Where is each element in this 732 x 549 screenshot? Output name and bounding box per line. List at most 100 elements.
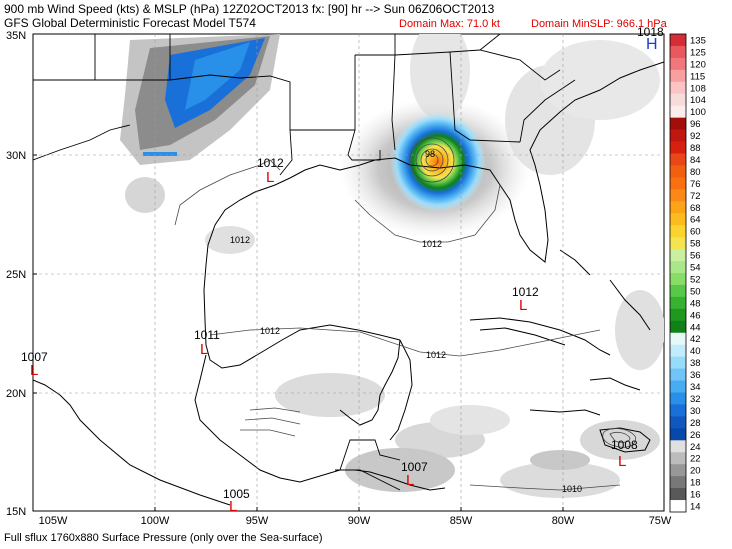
colorbar-label: 32 [690,394,701,405]
colorbar-label: 58 [690,239,701,250]
latitude-labels: 35N 30N 25N 20N 15N [6,30,26,518]
pressure-value: 1012 [257,156,284,170]
colorbar-label: 96 [690,119,701,130]
colorbar-swatch [670,308,686,322]
colorbar-swatch [670,213,686,226]
lon-label: 105W [39,515,68,527]
colorbar-label: 14 [690,502,701,513]
pressure-value: 1007 [401,460,428,474]
map-title-line1: 900 mb Wind Speed (kts) & MSLP (hPa) 12Z… [4,2,495,16]
low-marker: L [618,453,626,470]
colorbar-label: 104 [690,95,706,106]
colorbar-label: 46 [690,310,701,321]
colorbar-label: 18 [690,478,701,489]
colorbar-swatch [670,153,686,166]
colorbar-swatch [670,105,686,119]
colorbar-swatch [670,416,686,429]
low-marker: L [229,498,237,515]
colorbar-label: 28 [690,418,701,429]
colorbar-swatch [670,129,686,142]
colorbar-swatch [670,165,686,178]
pressure-value: 1018 [637,25,664,39]
pressure-value: 1005 [223,487,250,501]
coastlines [33,61,664,506]
colorbar-swatch [670,141,686,154]
colorbar-label: 76 [690,179,701,190]
colorbar-swatch [670,440,686,453]
colorbar-swatch [670,452,686,465]
colorbar-swatch [670,201,686,214]
colorbar-label: 54 [690,263,701,274]
colorbar-swatch [670,45,686,59]
colorbar-label: 16 [690,490,701,501]
colorbar-label: 48 [690,298,701,309]
colorbar-label: 72 [690,191,701,202]
colorbar-swatch [670,69,686,83]
lat-label: 25N [6,269,26,281]
colorbar-swatch [670,368,686,381]
colorbar-label: 34 [690,382,701,393]
pressure-value: 1011 [194,328,220,342]
colorbar-swatch [670,261,686,274]
isobar-label: 1012 [422,239,442,249]
lat-label: 35N [6,30,26,42]
colorbar-label: 115 [690,71,705,82]
storm-center-value: 98 [425,149,435,159]
colorbar-swatch [670,320,686,334]
lon-label: 85W [450,515,473,527]
colorbar-label: 30 [690,406,701,417]
political-borders [33,34,576,491]
lat-label: 30N [6,150,26,162]
colorbar-swatch [670,57,686,71]
colorbar-swatch [670,93,686,107]
colorbar-swatch [670,273,686,286]
domain-max-label: Domain Max: 71.0 kt [399,18,500,30]
colorbar-swatch [670,356,686,369]
lon-label: 75W [649,515,672,527]
lat-label: 15N [6,506,26,518]
colorbar-swatch [670,177,686,190]
colorbar-label: 24 [690,442,701,453]
colorbar-label: 135 [690,35,706,46]
colorbar-label: 108 [690,83,706,94]
colorbar-swatch [670,476,686,489]
colorbar-label: 68 [690,203,701,214]
pressure-centers: 1012 L 1012 L 1011 L 1007 L 1007 L 1005 … [21,25,664,515]
colorbar-label: 36 [690,370,701,381]
isobar-label: 1012 [230,235,250,245]
colorbar-label: 88 [690,143,701,154]
colorbar-label: 38 [690,358,701,369]
domain-minslp-label: Domain MinSLP: 966.1 hPa [531,18,667,30]
colorbar-swatch [670,332,686,346]
colorbar-swatch [670,34,686,47]
colorbar-label: 100 [690,107,706,118]
colorbar-swatch [670,404,686,417]
colorbar-swatch [670,189,686,202]
lon-label: 80W [552,515,575,527]
colorbar-label: 42 [690,334,701,345]
colorbar-label: 20 [690,466,701,477]
pressure-value: 1007 [21,350,48,364]
low-marker: L [200,341,208,358]
colorbar-swatch [670,81,686,95]
colorbar-label: 92 [690,131,701,142]
colorbar-swatch [670,249,686,262]
colorbar-label: 22 [690,454,701,465]
colorbar-label: 52 [690,274,701,285]
colorbar-swatch [670,500,686,513]
isobar-label: 1012 [260,326,280,336]
low-marker: L [30,362,38,379]
colorbar-swatch [670,344,686,358]
graticule [33,34,664,511]
colorbar-label: 44 [690,322,701,333]
colorbar-swatch [670,237,686,250]
isobar-lines [174,137,636,491]
longitude-labels: 105W 100W 95W 90W 85W 80W 75W [39,515,672,527]
pressure-value: 1008 [611,438,638,452]
axis-ticks [33,154,564,511]
colorbar-swatch [670,488,686,501]
map-title-line2: GFS Global Deterministic Forecast Model … [4,16,256,30]
colorbar-swatch [670,225,686,238]
low-marker: L [519,297,527,314]
colorbar-swatch [670,392,686,405]
